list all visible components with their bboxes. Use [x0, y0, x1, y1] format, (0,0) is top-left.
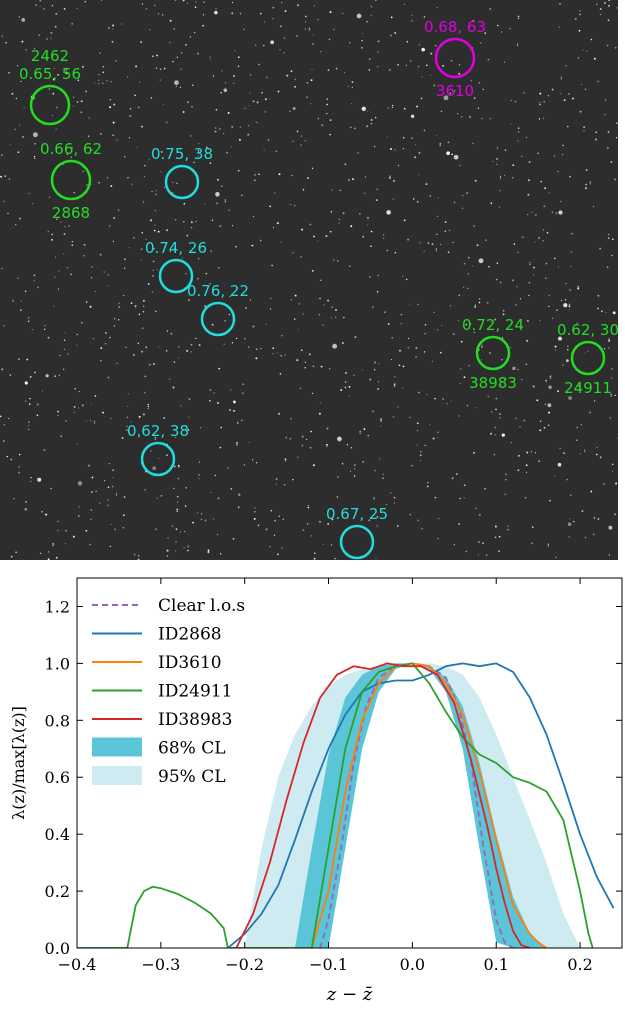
legend-label: ID38983 — [158, 710, 232, 730]
x-tick-label: 0.1 — [484, 955, 509, 974]
marker-top-label: 0.75, 38 — [151, 145, 213, 163]
marker-id-label: 24911 — [564, 379, 612, 397]
marker-circle — [140, 441, 176, 477]
object-marker: 0.66, 62 2868 — [40, 140, 102, 222]
series-line — [77, 662, 594, 948]
series-line — [227, 662, 615, 948]
legend-label: ID24911 — [158, 682, 232, 702]
legend: Clear l.o.s ID2868 ID3610 ID24911 ID38983 68%… — [92, 596, 245, 787]
marker-circle — [434, 37, 476, 79]
legend-item: ID24911 — [92, 682, 232, 702]
marker-circle — [158, 258, 194, 294]
object-marker: 0.75, 38 — [151, 145, 213, 200]
x-tick-label: 0.2 — [567, 955, 592, 974]
x-axis-label: z − z̄ — [326, 984, 373, 1005]
marker-top-label: 0.62, 30 — [557, 321, 618, 339]
legend-label: Clear l.o.s — [158, 596, 245, 616]
y-tick-label: 1.0 — [45, 654, 70, 673]
marker-circle — [200, 301, 236, 337]
plot-area — [77, 662, 615, 948]
x-tick-label: −0.3 — [141, 955, 180, 974]
y-tick-label: 1.2 — [45, 597, 70, 616]
marker-id-label: 38983 — [469, 374, 517, 392]
y-tick-label: 0.0 — [45, 939, 70, 958]
marker-circle — [29, 84, 71, 126]
marker-circle — [475, 335, 511, 371]
object-marker: 0.67, 25 — [326, 505, 388, 560]
legend-label: ID3610 — [158, 653, 222, 673]
legend-swatch — [92, 737, 142, 757]
marker-top-label: 0.68, 63 — [424, 18, 486, 36]
x-tick-label: −0.4 — [58, 955, 97, 974]
legend-item: 68% CL — [92, 737, 226, 759]
legend-item: Clear l.o.s — [92, 596, 245, 616]
object-marker: 0.76, 22 — [187, 282, 249, 337]
y-tick-label: 0.2 — [45, 882, 70, 901]
x-tick-label: −0.2 — [225, 955, 264, 974]
sky-image: 0.68, 63 3610 0.65, 56 2462 0.66, 62 2868 0.75… — [0, 0, 618, 560]
legend-item: ID38983 — [92, 710, 232, 730]
x-tick-label: −0.1 — [309, 955, 348, 974]
marker-top-label: 0.66, 62 — [40, 140, 102, 158]
series-line — [235, 662, 531, 948]
marker-top-label: 0.67, 25 — [326, 505, 388, 523]
y-tick-label: 0.6 — [45, 768, 70, 787]
object-marker: 0.62, 30 24911 — [557, 321, 618, 397]
object-marker: 0.68, 63 3610 — [424, 18, 486, 100]
marker-id-label: 2868 — [52, 204, 90, 222]
marker-top-label: 0.74, 26 — [145, 239, 207, 257]
confidence-band — [244, 663, 581, 948]
legend-item: 95% CL — [92, 766, 226, 787]
marker-circle — [570, 340, 606, 376]
legend-item: ID2868 — [92, 625, 222, 645]
marker-circle — [164, 164, 200, 200]
x-tick-label: 0.0 — [400, 955, 425, 974]
marker-id-label: 3610 — [436, 82, 474, 100]
marker-top-label: 0.65, 56 — [19, 65, 81, 83]
marker-circle — [339, 524, 375, 560]
y-axis-label: λ(z)/max[λ(z)] — [9, 706, 28, 820]
object-marker: 0.62, 38 — [127, 422, 189, 477]
legend-label: 95% CL — [158, 767, 226, 787]
y-tick-label: 0.8 — [45, 711, 70, 730]
marker-id-label: 2462 — [31, 47, 69, 65]
legend-label: ID2868 — [158, 625, 222, 645]
object-marker: 0.74, 26 — [145, 239, 207, 294]
object-marker: 0.72, 24 38983 — [462, 316, 524, 392]
legend-item: ID3610 — [92, 653, 222, 673]
y-tick-label: 0.4 — [45, 825, 70, 844]
legend-swatch — [92, 766, 142, 785]
marker-top-label: 0.62, 38 — [127, 422, 189, 440]
plot-frame — [76, 577, 623, 949]
marker-circle — [50, 159, 92, 201]
marker-top-label: 0.76, 22 — [187, 282, 249, 300]
star-field — [0, 0, 618, 560]
legend-label: 68% CL — [158, 739, 226, 759]
chart: −0.4 −0.3 −0.2 −0.1 0.0 0.1 0.2 0.0 0.2 0.4 0.6 0.8… — [9, 577, 623, 1005]
marker-top-label: 0.72, 24 — [462, 316, 524, 334]
